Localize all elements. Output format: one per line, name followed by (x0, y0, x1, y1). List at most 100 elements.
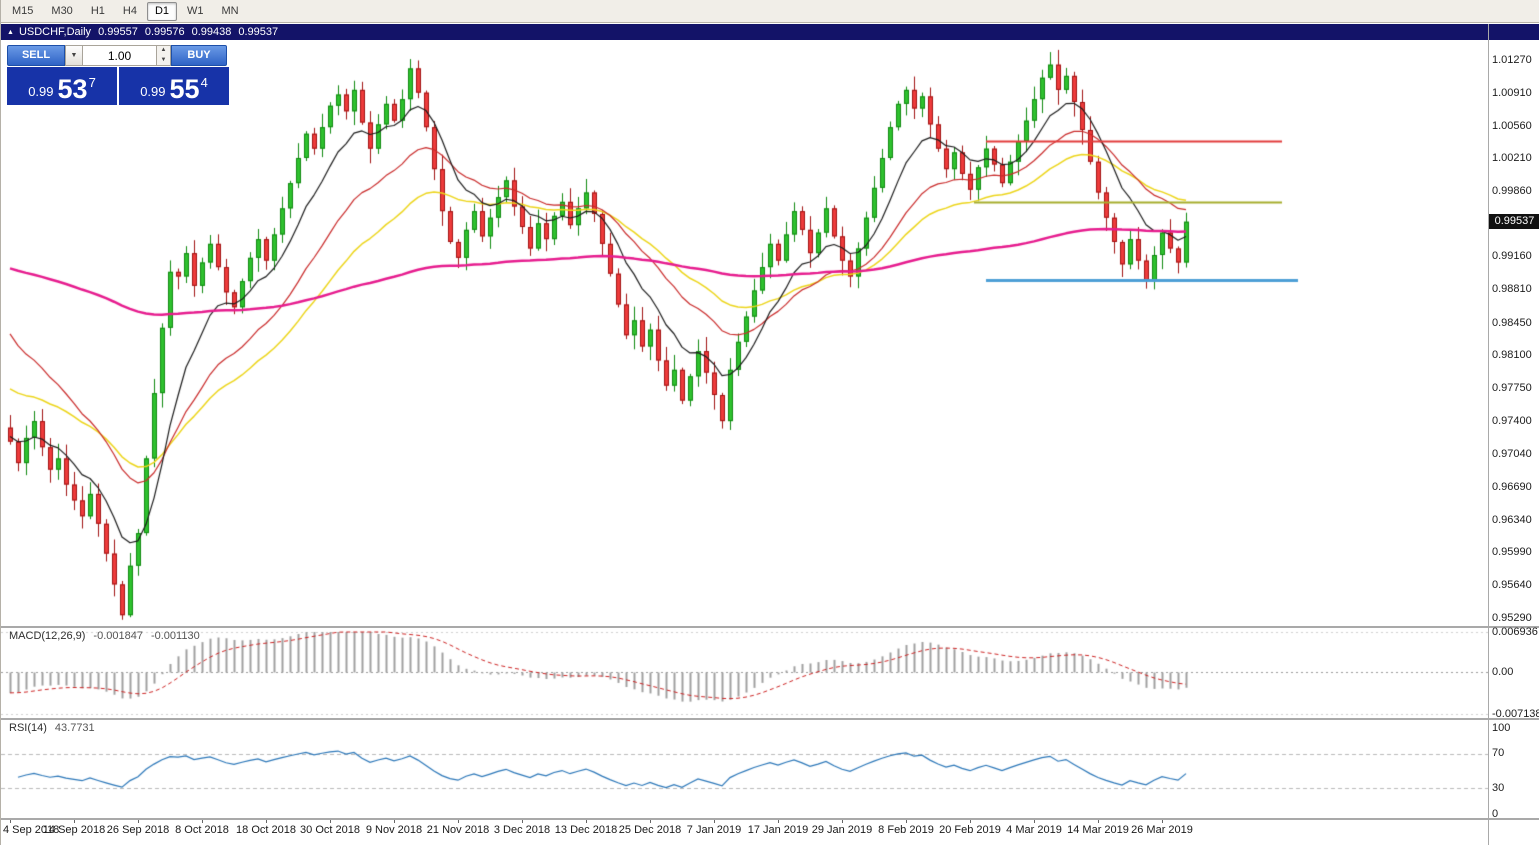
ohlc-low: 0.99438 (191, 26, 232, 38)
timeframe-button-m15[interactable]: M15 (12, 4, 34, 17)
price-scale-label: 0.97400 (1492, 414, 1532, 427)
macd-value-main: -0.001847 (93, 630, 143, 642)
date-tick (906, 820, 907, 823)
date-label: 4 Sep 2018 (3, 824, 60, 836)
date-tick (714, 820, 715, 823)
ohlc-open: 0.99557 (98, 26, 138, 38)
date-label: 8 Feb 2019 (878, 824, 934, 836)
date-tick (394, 820, 395, 823)
rsi-scale-label: 30 (1492, 781, 1505, 794)
price-scale-label: 1.01270 (1492, 53, 1532, 66)
rsi-value: 43.7731 (54, 722, 95, 734)
price-scale-label: 0.95990 (1492, 546, 1532, 559)
date-label: 3 Dec 2018 (493, 824, 551, 836)
price-scale-label: 0.96340 (1492, 513, 1532, 526)
timeframe-button-h1[interactable]: H1 (90, 4, 105, 17)
timeframe-button-h4[interactable]: H4 (122, 4, 137, 17)
ohlc-close: 0.99537 (238, 26, 279, 38)
date-tick (330, 820, 331, 823)
price-scale-label: 1.00560 (1492, 119, 1532, 132)
date-label: 8 Oct 2018 (175, 824, 229, 836)
price-scale-label: 0.97750 (1492, 381, 1532, 394)
date-label: 9 Nov 2018 (365, 824, 423, 836)
timeframe-button-m30[interactable]: M30 (51, 4, 73, 17)
volume-step-down-icon[interactable]: ▼ (160, 56, 167, 63)
current-price-tag: 0.99537 (1489, 214, 1539, 230)
buy-price-main: 55 (169, 74, 200, 104)
date-label: 17 Jan 2019 (747, 824, 809, 836)
date-tick (138, 820, 139, 823)
buy-button[interactable]: BUY (171, 45, 227, 66)
date-tick (74, 820, 75, 823)
price-scale-label: 0.97040 (1492, 448, 1532, 461)
date-label: 26 Sep 2018 (106, 824, 170, 836)
rsi-label: RSI(14) 43.7731 (9, 722, 95, 734)
volume-input[interactable] (83, 45, 157, 66)
date-tick (842, 820, 843, 823)
timeframe-button-d1[interactable]: D1 (146, 1, 177, 21)
price-chart-canvas[interactable] (1, 40, 1488, 626)
date-tick (10, 820, 11, 823)
chart-title-marker-icon: ▲ (7, 29, 14, 36)
price-scale-label: 0.99860 (1492, 185, 1532, 198)
chart-symbol-label: USDCHF,Daily (18, 26, 92, 38)
price-scale-label: 1.00910 (1492, 87, 1532, 100)
date-tick (522, 820, 523, 823)
date-axis[interactable]: 4 Sep 2018 14 Sep 2018 26 Sep 2018 8 Oct 20… (1, 820, 1488, 845)
sell-price-prefix: 0.99 (28, 84, 54, 99)
panel-separator (1, 818, 1539, 820)
price-scale-label: 0.98810 (1492, 283, 1532, 296)
macd-scale-label: 0.006936 (1492, 625, 1538, 638)
date-label: 21 Nov 2018 (426, 824, 490, 836)
volume-stepper[interactable]: ▲ ▼ (157, 45, 171, 66)
date-tick (1034, 820, 1035, 823)
date-tick (458, 820, 459, 823)
panel-separator (1, 718, 1539, 720)
timeframe-button-w1[interactable]: W1 (187, 4, 204, 17)
sell-quote-button[interactable]: 0.99 53 7 (7, 67, 117, 105)
date-tick (266, 820, 267, 823)
sell-price-pip: 7 (88, 75, 96, 90)
panel-separator (1, 626, 1539, 628)
macd-name: MACD(12,26,9) (9, 630, 86, 642)
price-scale-label: 0.98450 (1492, 316, 1532, 329)
price-scale-label: 0.95290 (1492, 611, 1532, 624)
rsi-canvas[interactable] (1, 720, 1488, 818)
sell-button[interactable]: SELL (7, 45, 65, 66)
rsi-scale-label: 0 (1492, 807, 1499, 820)
date-label: 14 Sep 2018 (42, 824, 106, 836)
date-tick (586, 820, 587, 823)
scale-border (1488, 24, 1489, 845)
rsi-name: RSI(14) (9, 722, 47, 734)
ohlc-high: 0.99576 (144, 26, 185, 38)
date-label: 14 Mar 2019 (1067, 824, 1129, 836)
macd-scale-label: 0.00 (1492, 665, 1514, 678)
date-label: 7 Jan 2019 (686, 824, 742, 836)
rsi-scale-label: 70 (1492, 747, 1505, 760)
buy-price-prefix: 0.99 (140, 84, 166, 99)
date-label: 30 Oct 2018 (300, 824, 360, 836)
price-scale-label: 0.98100 (1492, 349, 1532, 362)
date-tick (1162, 820, 1163, 823)
one-click-trading-panel: SELL ▼ ▲ ▼ BUY 0.99 53 7 0.99 55 4 (7, 45, 229, 105)
macd-canvas[interactable] (1, 628, 1488, 718)
date-label: 4 Mar 2019 (1006, 824, 1062, 836)
price-scale-label: 0.95640 (1492, 578, 1532, 591)
date-tick (1098, 820, 1099, 823)
date-tick (778, 820, 779, 823)
buy-quote-button[interactable]: 0.99 55 4 (119, 67, 229, 105)
date-label: 20 Feb 2019 (939, 824, 1001, 836)
volume-dropdown-button[interactable]: ▼ (65, 45, 83, 66)
volume-step-up-icon[interactable]: ▲ (160, 47, 167, 53)
date-label: 25 Dec 2018 (618, 824, 682, 836)
sell-price-main: 53 (57, 74, 88, 104)
price-scale[interactable]: 1.01270 1.00910 1.00560 1.00210 0.99860 0.995… (1489, 0, 1539, 845)
macd-value-signal: -0.001130 (150, 630, 200, 642)
date-tick (650, 820, 651, 823)
price-scale-label: 0.96690 (1492, 480, 1532, 493)
timeframe-button-mn[interactable]: MN (221, 4, 239, 17)
price-scale-label: 1.00210 (1492, 152, 1532, 165)
date-label: 29 Jan 2019 (811, 824, 873, 836)
chart-title-bar: ▲ USDCHF,Daily 0.99557 0.99576 0.99438 0.9953… (1, 24, 1539, 40)
